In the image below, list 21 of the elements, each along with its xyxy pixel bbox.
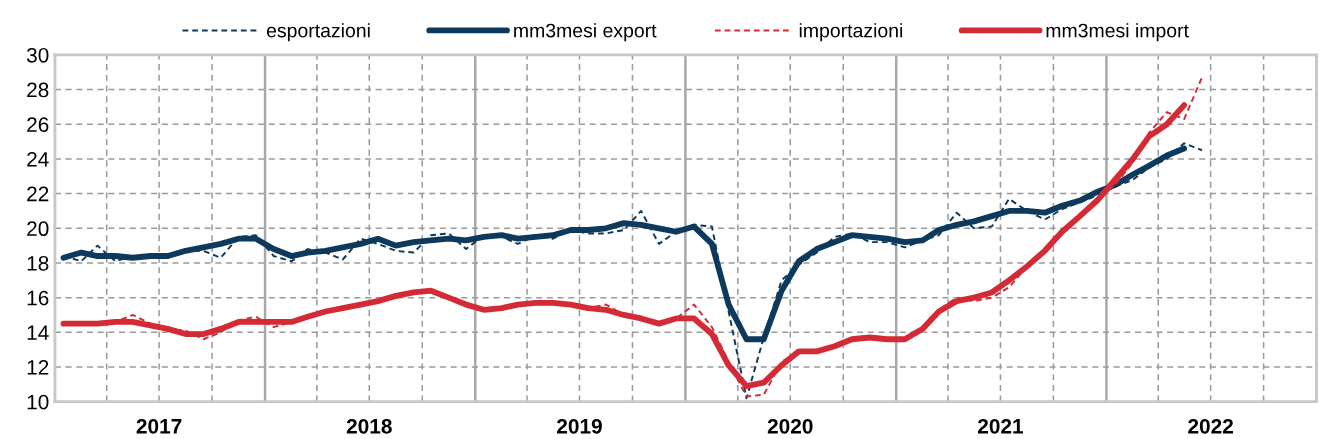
legend-label: mm3mesi import: [1046, 23, 1189, 42]
legend-label: mm3mesi export: [514, 23, 657, 42]
y-tick-label: 22: [27, 186, 49, 202]
y-tick-label: 14: [27, 325, 49, 340]
y-tick-label: 12: [27, 360, 49, 375]
y-tick-label: 18: [27, 255, 49, 271]
y-tick-label: 30: [26, 47, 49, 63]
y-tick-label: 20: [27, 221, 49, 237]
y-tick-label: 26: [27, 117, 49, 132]
x-tick-label: 2020: [767, 418, 813, 434]
y-tick-label: 24: [27, 151, 49, 167]
x-tick-label: 2018: [346, 418, 392, 434]
y-tick-label: 16: [27, 290, 49, 306]
legend-label: importazioni: [799, 23, 903, 42]
y-tick-label: 28: [27, 82, 49, 98]
legend-label: esportazioni: [266, 23, 370, 42]
x-tick-label: 2022: [1188, 418, 1233, 434]
x-tick-label: 2017: [136, 418, 182, 434]
x-tick-label: 2019: [557, 418, 602, 434]
y-tick-label: 10: [27, 394, 49, 410]
x-tick-label: 2021: [977, 418, 1024, 434]
